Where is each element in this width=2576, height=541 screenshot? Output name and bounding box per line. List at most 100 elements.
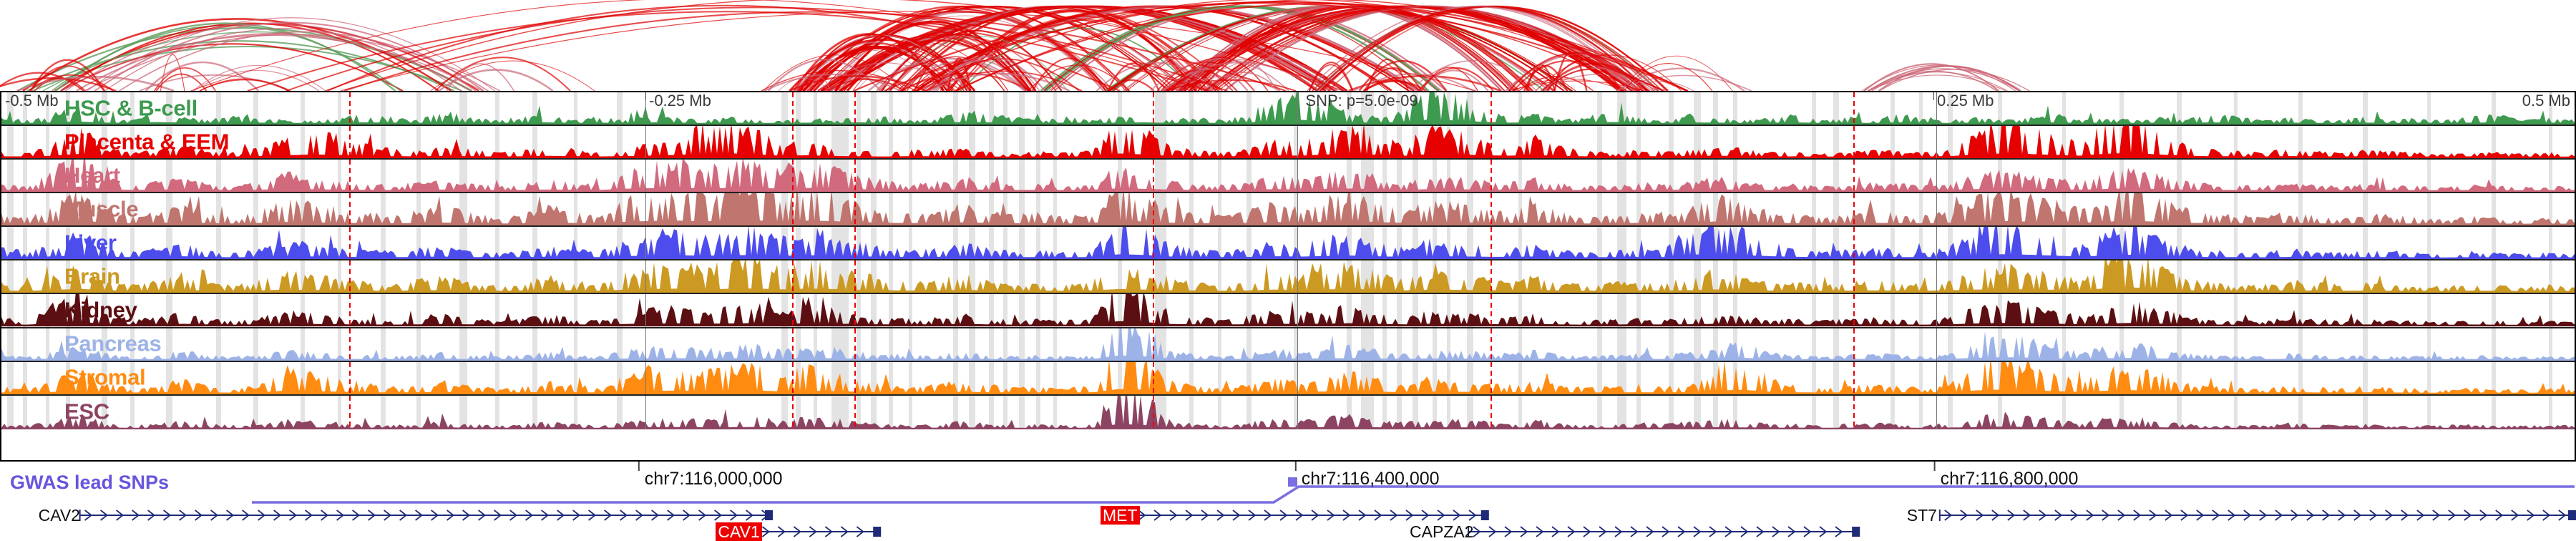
highlight-band: [871, 260, 877, 293]
gwas-snp-tick: [1288, 477, 1293, 487]
track-stromal[interactable]: Stromal: [1, 361, 2575, 396]
interaction-arc: [1627, 81, 1694, 91]
snp-marker-line: [1490, 361, 1492, 394]
highlight-band: [1053, 395, 1057, 429]
highlight-band: [1413, 227, 1418, 260]
highlight-band: [1382, 126, 1387, 159]
highlight-band: [2234, 395, 2238, 429]
gene-label-cav2[interactable]: CAV2: [38, 506, 80, 525]
highlight-band: [532, 160, 537, 192]
highlight-band: [23, 160, 27, 192]
highlight-band: [1617, 160, 1626, 192]
highlight-band: [46, 395, 49, 429]
snp-marker-line: [1853, 361, 1855, 394]
highlight-band: [574, 294, 577, 327]
highlight-band: [2062, 260, 2066, 293]
highlight-band: [46, 160, 49, 192]
interaction-arc: [846, 39, 1030, 91]
highlight-band: [989, 227, 994, 260]
highlight-band: [66, 92, 70, 125]
highlight-band: [2363, 328, 2368, 361]
track-pancreas[interactable]: Pancreas: [1, 328, 2575, 362]
track-brain[interactable]: Brain: [1, 260, 2575, 295]
interaction-arc: [340, 11, 1476, 91]
highlight-band: [416, 361, 421, 394]
highlight-band: [1617, 126, 1626, 159]
highlight-band: [1518, 160, 1522, 192]
highlight-band: [1019, 227, 1025, 260]
highlight-band: [1518, 294, 1522, 327]
arc-svg: [0, 0, 2030, 91]
track-muscle[interactable]: Muscle: [1, 193, 2575, 228]
highlight-band: [1189, 361, 1194, 394]
snp-marker-line: [349, 395, 351, 429]
highlight-band: [1413, 193, 1418, 226]
gene-label-st7[interactable]: ST7: [1906, 506, 1937, 525]
track-placenta-eem[interactable]: Placenta & EEM: [1, 126, 2575, 160]
snp-marker-line: [1853, 294, 1855, 327]
highlight-band: [1189, 126, 1194, 159]
coordinate-marker-line: [645, 126, 646, 159]
highlight-band: [7, 160, 14, 192]
highlight-band: [66, 294, 70, 327]
snp-marker-line: [1490, 395, 1492, 429]
highlight-band: [338, 294, 341, 327]
track-hsc-b-cell[interactable]: HSC & B-cell -0.5 Mb -0.25 Mb 0.25 Mb 0.5 Mb…: [1, 92, 2575, 127]
highlight-band: [1397, 227, 1402, 260]
highlight-band: [130, 328, 135, 361]
snp-marker-line: [854, 227, 856, 260]
highlight-band: [301, 260, 305, 293]
highlight-band: [1382, 193, 1387, 226]
snp-marker-line: [1853, 160, 1855, 192]
highlight-band: [857, 260, 861, 293]
highlight-band: [1294, 126, 1298, 159]
coordinate-marker-line: [1936, 260, 1937, 293]
highlight-band: [814, 328, 817, 361]
highlight-band: [216, 361, 221, 394]
highlight-band: [301, 294, 305, 327]
highlight-band: [969, 294, 975, 327]
highlight-band: [857, 227, 861, 260]
highlight-band: [130, 92, 135, 125]
highlight-band: [909, 193, 912, 226]
interaction-arc: [1868, 72, 2008, 91]
highlight-band: [338, 227, 341, 260]
highlight-band: [574, 193, 577, 226]
highlight-band: [1636, 193, 1641, 226]
highlight-band: [2427, 126, 2431, 159]
track-kidney[interactable]: Kidney: [1, 294, 2575, 328]
snp-marker-line: [349, 160, 351, 192]
highlight-band: [1694, 294, 1701, 327]
highlight-band: [66, 126, 70, 159]
highlight-band: [1597, 193, 1602, 226]
highlight-band: [1003, 227, 1008, 260]
highlight-band: [459, 294, 467, 327]
highlight-band: [1890, 294, 1895, 327]
highlight-band: [1003, 328, 1008, 361]
highlight-band: [781, 92, 788, 125]
gwas-lead-snps-track: [252, 462, 2575, 504]
highlight-band: [2492, 92, 2496, 125]
snp-marker-line: [1853, 126, 1855, 159]
gene-label-capza2[interactable]: CAPZA2: [1410, 522, 1474, 541]
highlight-band: [1948, 294, 1953, 327]
highlight-band: [166, 294, 172, 327]
highlight-band: [1433, 328, 1437, 361]
highlight-band: [1919, 193, 1923, 226]
gene-label-met[interactable]: MET: [1101, 506, 1140, 525]
highlight-band: [102, 361, 107, 394]
highlight-band: [2234, 328, 2238, 361]
gwas-track-label: GWAS lead SNPs: [10, 472, 170, 493]
track-esc[interactable]: ESC: [1, 395, 2575, 429]
highlight-band: [1636, 260, 1641, 293]
highlight-band: [2549, 126, 2552, 159]
highlight-band: [166, 361, 172, 394]
highlight-band: [2492, 227, 2496, 260]
highlight-band: [532, 126, 537, 159]
track-liver[interactable]: Liver: [1, 227, 2575, 261]
gene-label-cav1[interactable]: CAV1: [716, 522, 762, 541]
highlight-band: [216, 193, 221, 226]
track-background: [1, 126, 2575, 159]
highlight-band: [338, 160, 341, 192]
track-heart[interactable]: Heart: [1, 160, 2575, 194]
